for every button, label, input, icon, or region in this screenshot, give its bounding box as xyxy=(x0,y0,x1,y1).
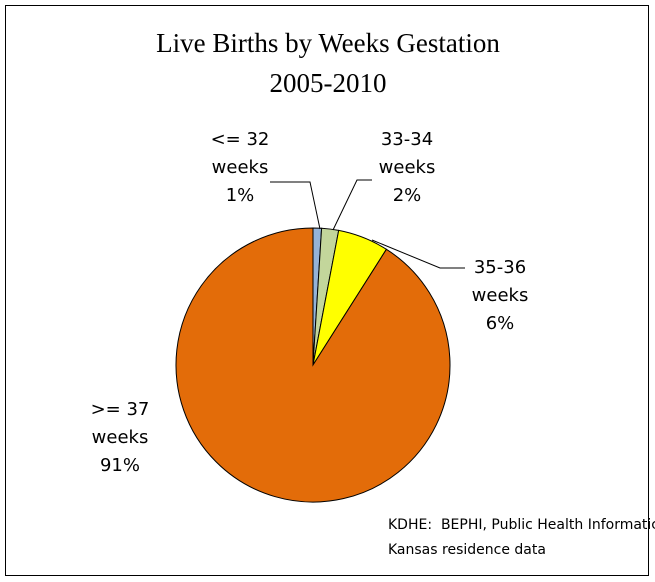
slice-label: >= 37 weeks xyxy=(90,399,150,448)
leader-line xyxy=(371,239,465,269)
source-note: KDHE: BEPHI, Public Health Informatics xyxy=(388,517,655,533)
leader-line xyxy=(270,181,321,230)
source-note: Kansas residence data xyxy=(388,542,546,558)
chart-title: Live Births by Weeks Gestation xyxy=(156,28,500,58)
value-label: 2% xyxy=(392,185,422,206)
chart-subtitle: 2005-2010 xyxy=(270,68,387,98)
pie-slice xyxy=(175,227,451,503)
value-label: 6% xyxy=(485,313,515,334)
value-label: 1% xyxy=(225,185,255,206)
slice-label: <= 32 weeks xyxy=(210,129,270,178)
value-label: 91% xyxy=(99,455,140,476)
slice-label: 33-34 weeks xyxy=(378,129,436,178)
slice-label: 35-36 weeks xyxy=(471,257,529,306)
pie xyxy=(175,227,451,503)
leader-line xyxy=(332,179,372,231)
